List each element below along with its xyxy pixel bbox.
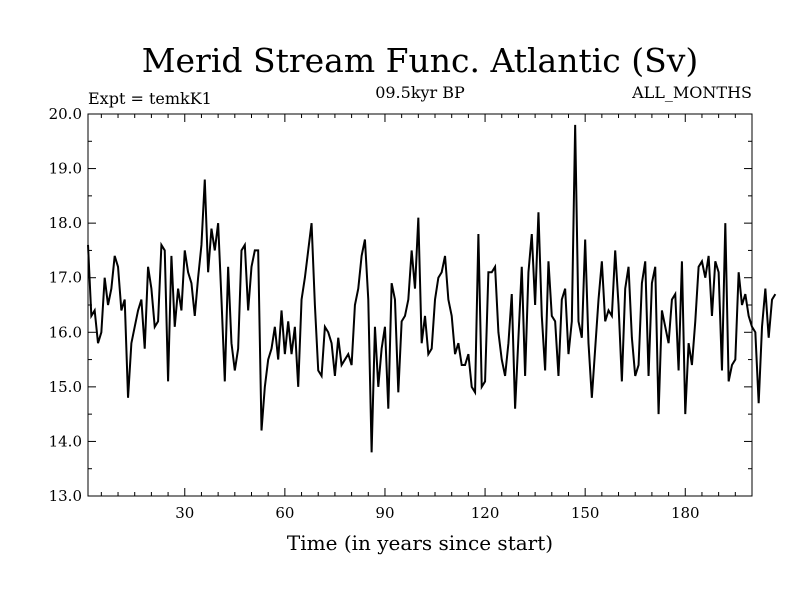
y-tick-label: 17.0 bbox=[49, 269, 82, 287]
plot-frame bbox=[87, 113, 753, 497]
x-axis: 30 60 90 120 150 180 bbox=[100, 114, 753, 522]
chart-title: Merid Stream Func. Atlantic (Sv) bbox=[142, 41, 699, 80]
y-tick-label: 19.0 bbox=[49, 160, 82, 178]
x-tick-label: 150 bbox=[571, 504, 600, 522]
x-axis-label: Time (in years since start) bbox=[287, 531, 553, 555]
y-tick-label: 18.0 bbox=[49, 214, 82, 232]
y-tick-label: 13.0 bbox=[49, 487, 82, 505]
x-tick-label: 180 bbox=[671, 504, 700, 522]
y-tick-label: 20.0 bbox=[49, 105, 82, 123]
y-tick-label: 15.0 bbox=[49, 378, 82, 396]
x-tick-label: 90 bbox=[375, 504, 394, 522]
series-layer bbox=[87, 124, 777, 453]
x-tick-label: 120 bbox=[471, 504, 500, 522]
y-tick-label: 14.0 bbox=[49, 432, 82, 450]
period-label: 09.5kyr BP bbox=[375, 83, 465, 102]
series-line bbox=[87, 124, 777, 453]
x-tick-label: 30 bbox=[175, 504, 194, 522]
experiment-label: Expt = temkK1 bbox=[88, 89, 212, 108]
x-tick-label: 60 bbox=[275, 504, 294, 522]
months-label: ALL_MONTHS bbox=[631, 83, 752, 102]
y-tick-label: 16.0 bbox=[49, 323, 82, 341]
